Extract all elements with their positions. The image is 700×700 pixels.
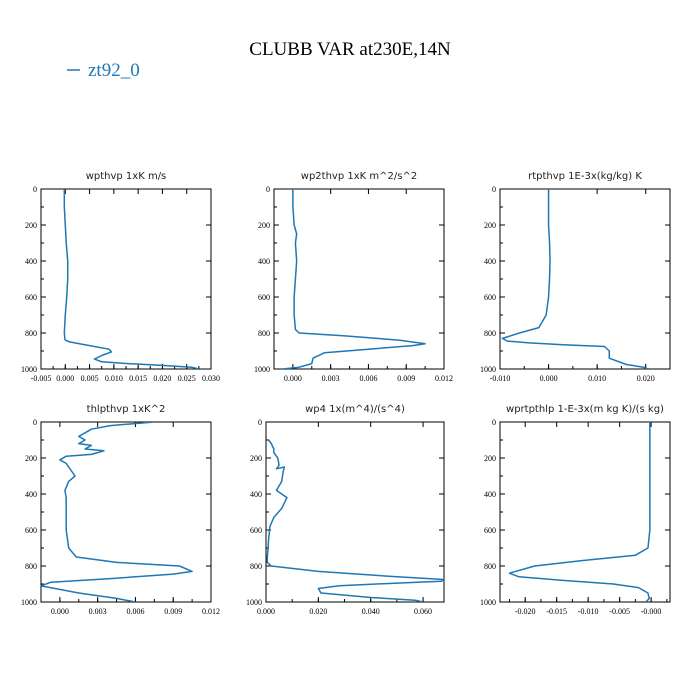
y-tick-label: 0: [492, 418, 496, 427]
x-tick-label: 0.000: [51, 607, 69, 616]
x-tick-label: 0.030: [202, 374, 220, 383]
panel-3: rtpthvp 1E-3x(kg/kg) K -0.010 0.000 0.010 0.…: [480, 171, 671, 383]
y-tick-label: 200: [484, 221, 496, 230]
x-tick-label: -0.015: [546, 607, 567, 616]
x-tick-label: -0.010: [578, 607, 599, 616]
legend-label: zt92_0: [88, 60, 140, 81]
panel-title: wp2thvp 1xK m^2/s^2: [301, 171, 417, 182]
x-tick-label: -0.000: [641, 607, 662, 616]
series-line: [508, 422, 651, 602]
x-tick-label: 0.010: [588, 374, 606, 383]
x-tick-label: -0.005: [609, 607, 630, 616]
y-tick-label: 1000: [21, 598, 37, 607]
y-tick-label: 400: [25, 257, 37, 266]
panel-title: rtpthvp 1E-3x(kg/kg) K: [528, 171, 642, 182]
y-tick-label: 600: [484, 526, 496, 535]
y-tick-label: 0: [266, 185, 270, 194]
y-tick-label: 1000: [246, 598, 262, 607]
y-tick-label: 800: [484, 329, 496, 338]
y-tick-label: 200: [250, 454, 262, 463]
y-tick-label: 1000: [254, 365, 270, 374]
y-tick-label: 800: [25, 329, 37, 338]
x-tick-label: 0.015: [129, 374, 147, 383]
panel-title: wprtpthlp 1-E-3x(m kg K)/(s kg): [506, 404, 664, 415]
y-tick-label: 600: [25, 526, 37, 535]
series-line: [63, 189, 200, 369]
y-tick-label: 400: [484, 257, 496, 266]
x-tick-label: 0.009: [397, 374, 415, 383]
series-line: [266, 439, 444, 602]
panel-title: wpthvp 1xK m/s: [86, 171, 167, 182]
y-tick-label: 1000: [21, 365, 37, 374]
x-tick-label: 0.012: [202, 607, 220, 616]
y-tick-label: 0: [258, 418, 262, 427]
series-line: [282, 189, 426, 369]
x-tick-label: 0.006: [126, 607, 144, 616]
y-tick-label: 200: [25, 221, 37, 230]
y-tick-label: 800: [484, 562, 496, 571]
y-tick-label: 400: [258, 257, 270, 266]
y-tick-label: 400: [484, 490, 496, 499]
x-tick-label: 0.000: [284, 374, 302, 383]
x-tick-label: 0.000: [540, 374, 558, 383]
y-tick-label: 600: [484, 293, 496, 302]
x-tick-label: 0.060: [414, 607, 432, 616]
x-tick-label: 0.010: [105, 374, 123, 383]
x-tick-label: 0.000: [56, 374, 74, 383]
y-tick-label: 600: [25, 293, 37, 302]
plot-frame: [499, 421, 671, 603]
x-tick-label: 0.009: [164, 607, 182, 616]
y-tick-label: 400: [250, 490, 262, 499]
x-tick-label: 0.005: [81, 374, 99, 383]
y-tick-label: 600: [250, 526, 262, 535]
x-tick-label: 0.003: [322, 374, 340, 383]
y-tick-label: 1000: [480, 365, 496, 374]
series-line: [501, 189, 649, 369]
panel-title: thlpthvp 1xK^2: [87, 404, 166, 415]
figure-title: CLUBB VAR at230E,14N: [249, 39, 451, 60]
panel-4: thlpthvp 1xK^2 0.000 0.003 0.006 0.009 0.012 0…: [21, 404, 220, 616]
y-tick-label: 0: [33, 418, 37, 427]
x-tick-label: 0.020: [637, 374, 655, 383]
y-tick-label: 0: [33, 185, 37, 194]
x-tick-label: -0.020: [515, 607, 536, 616]
panels: wpthvp 1xK m/s -0.005 0.000 0.005 0.010 0.015…: [21, 171, 671, 616]
plot-frame: [40, 188, 212, 370]
plot-frame: [273, 188, 445, 370]
x-tick-label: -0.010: [490, 374, 511, 383]
y-tick-label: 1000: [480, 598, 496, 607]
x-tick-label: 0.006: [359, 374, 377, 383]
y-tick-label: 600: [258, 293, 270, 302]
x-tick-label: -0.005: [31, 374, 52, 383]
panel-6: wprtpthlp 1-E-3x(m kg K)/(s kg) -0.020 -0.…: [480, 404, 671, 616]
y-tick-label: 200: [25, 454, 37, 463]
panel-2: wp2thvp 1xK m^2/s^2 0.000 0.003 0.006 0.009 0…: [254, 171, 453, 383]
x-tick-label: 0.020: [153, 374, 171, 383]
y-tick-label: 800: [250, 562, 262, 571]
x-tick-label: 0.040: [362, 607, 380, 616]
x-tick-label: 0.020: [309, 607, 327, 616]
y-tick-label: 200: [484, 454, 496, 463]
panel-5: wp4 1x(m^4)/(s^4) 0.000 0.020 0.040 0.060 0 20…: [246, 404, 445, 616]
panel-1: wpthvp 1xK m/s -0.005 0.000 0.005 0.010 0.015…: [21, 171, 220, 383]
x-tick-label: 0.025: [178, 374, 196, 383]
plot-frame: [265, 421, 445, 603]
y-tick-label: 0: [492, 185, 496, 194]
y-tick-label: 800: [25, 562, 37, 571]
y-tick-label: 200: [258, 221, 270, 230]
legend: zt92_0: [67, 60, 140, 81]
x-tick-label: 0.000: [257, 607, 275, 616]
x-tick-label: 0.012: [435, 374, 453, 383]
x-tick-label: 0.003: [89, 607, 107, 616]
y-tick-label: 800: [258, 329, 270, 338]
series-line: [41, 422, 193, 602]
panel-title: wp4 1x(m^4)/(s^4): [305, 404, 405, 415]
y-tick-label: 400: [25, 490, 37, 499]
